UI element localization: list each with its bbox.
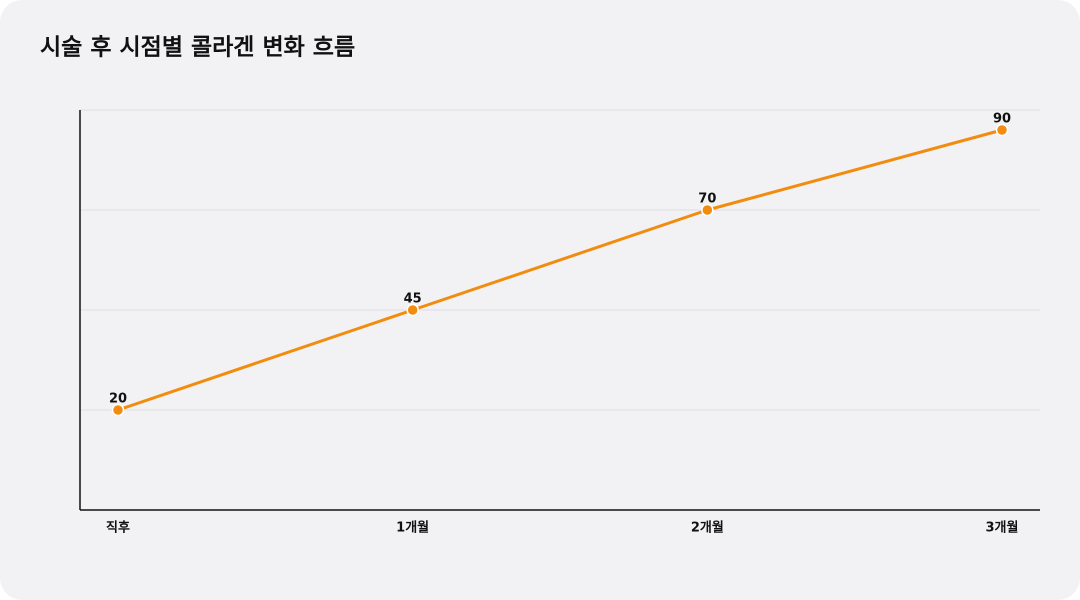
plot: 직후 1개월 2개월 3개월 20 45 70 90 [79, 109, 1040, 536]
line [117, 128, 1003, 412]
x-tick-label: 직후 [106, 520, 130, 536]
data-label: 90 [993, 112, 1011, 127]
data-label: 20 [109, 392, 127, 407]
point [995, 123, 1009, 137]
point [406, 303, 419, 317]
x-tick-label: 1개월 [396, 520, 429, 536]
chart-title: 시술 후 시점별 콜라겐 변화 흐름 [40, 35, 355, 61]
data-label: 70 [698, 192, 716, 207]
point [701, 203, 714, 217]
point [111, 403, 125, 417]
x-tick-label: 3개월 [986, 520, 1019, 536]
data-label: 45 [404, 292, 422, 307]
x-tick-label: 2개월 [691, 520, 724, 536]
